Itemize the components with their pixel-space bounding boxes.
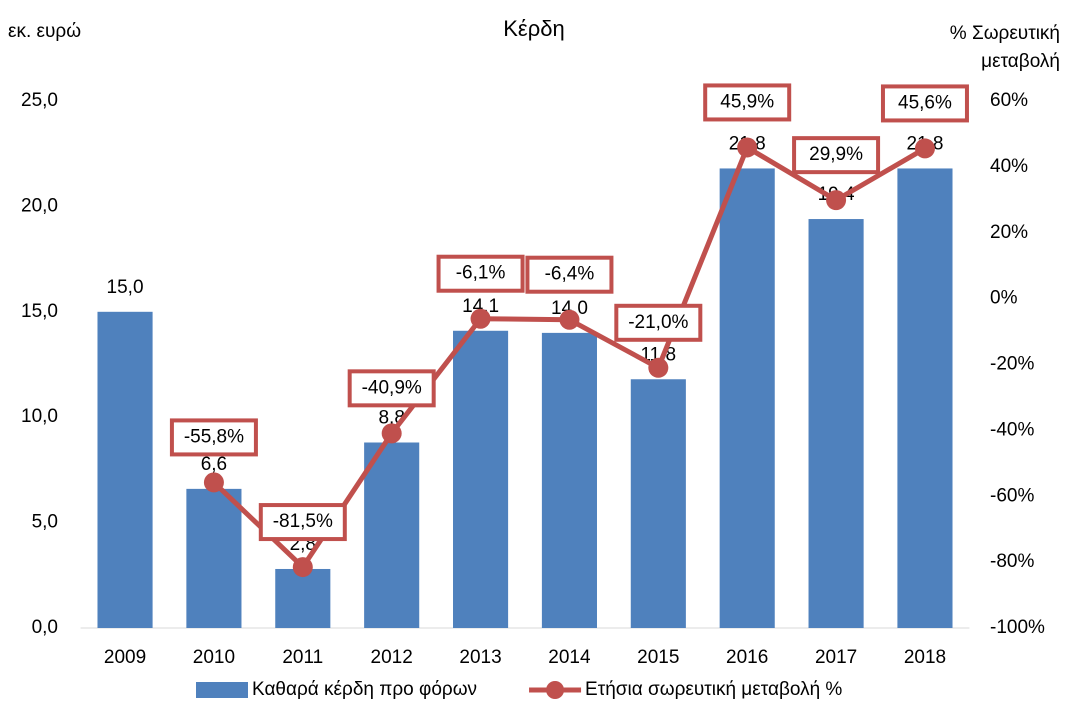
x-tick-label: 2013 xyxy=(459,647,501,668)
line-value-label: 45,6% xyxy=(898,92,952,113)
y-tick-label: 5,0 xyxy=(32,512,58,533)
line-value-label: -40,9% xyxy=(362,377,422,398)
x-tick-label: 2009 xyxy=(104,647,146,668)
line-value-label: -55,8% xyxy=(184,426,244,447)
legend-swatch xyxy=(196,682,248,698)
bar-value-label: 6,6 xyxy=(201,454,227,475)
y-tick-label: 20,0 xyxy=(21,195,58,216)
legend-swatch xyxy=(546,681,565,699)
line-point xyxy=(292,557,313,578)
x-tick-label: 2015 xyxy=(637,647,679,668)
bar-value-label: 14,1 xyxy=(462,296,499,317)
label-box xyxy=(258,503,347,542)
bar xyxy=(453,330,509,628)
line-value-label: -21,0% xyxy=(628,312,688,333)
y-tick-label: 25,0 xyxy=(21,90,58,111)
line-point xyxy=(826,190,847,211)
line-value-label: -6,4% xyxy=(545,264,595,285)
y-tick-label: 10,0 xyxy=(21,406,58,427)
bar xyxy=(719,168,775,628)
y2-tick-label: -60% xyxy=(990,485,1034,506)
legend-label: Ετήσια σωρευτική μεταβολή % xyxy=(585,679,842,700)
y2-axis-label: % Σωρευτική xyxy=(950,23,1060,44)
label-box xyxy=(614,303,703,342)
bar xyxy=(275,568,331,628)
y2-tick-label: 0% xyxy=(990,288,1018,309)
y-tick-label: 15,0 xyxy=(21,301,58,322)
bar-value-label: 14,0 xyxy=(551,298,588,319)
x-tick-label: 2010 xyxy=(193,647,235,668)
label-box xyxy=(792,136,881,175)
bar xyxy=(630,379,686,628)
y-axis-label: εκ. ευρώ xyxy=(8,21,81,42)
label-box xyxy=(703,83,792,122)
x-tick-label: 2016 xyxy=(726,647,768,668)
label-box xyxy=(436,254,525,293)
y2-tick-label: -100% xyxy=(990,617,1045,638)
x-tick-label: 2017 xyxy=(815,647,857,668)
legend-label: Καθαρά κέρδη προ φόρων xyxy=(252,679,477,700)
line-value-label: 29,9% xyxy=(809,144,863,165)
line-point xyxy=(381,423,402,444)
y2-axis-label: μεταβολή xyxy=(981,51,1060,72)
line-value-label: -81,5% xyxy=(273,511,333,532)
line-value-label: -6,1% xyxy=(456,263,506,284)
bar xyxy=(364,442,420,628)
chart-title: Κέρδη xyxy=(503,16,564,41)
y2-tick-label: -80% xyxy=(990,551,1034,572)
y-tick-label: 0,0 xyxy=(32,617,58,638)
bar xyxy=(541,332,597,628)
label-box xyxy=(169,418,258,457)
line-point xyxy=(470,308,491,329)
bar xyxy=(186,488,242,628)
label-box xyxy=(525,255,614,294)
line-point xyxy=(914,138,935,159)
bar xyxy=(897,168,953,628)
line-point xyxy=(648,357,669,378)
y2-tick-label: 40% xyxy=(990,156,1028,177)
line-value-label: 45,9% xyxy=(720,91,774,112)
x-tick-label: 2012 xyxy=(371,647,413,668)
x-tick-label: 2018 xyxy=(904,647,946,668)
y2-tick-label: -20% xyxy=(990,354,1034,375)
bar xyxy=(97,311,153,628)
x-tick-label: 2011 xyxy=(282,647,323,668)
line-point xyxy=(559,309,580,330)
line-point xyxy=(737,137,758,158)
y2-tick-label: -40% xyxy=(990,419,1034,440)
x-tick-label: 2014 xyxy=(548,647,591,668)
y2-tick-label: 20% xyxy=(990,222,1028,243)
line-point xyxy=(203,472,224,493)
label-box xyxy=(347,369,436,408)
y2-tick-label: 60% xyxy=(990,90,1028,111)
label-box xyxy=(880,84,969,123)
bar xyxy=(808,219,864,628)
bar-value-label: 15,0 xyxy=(107,277,144,298)
